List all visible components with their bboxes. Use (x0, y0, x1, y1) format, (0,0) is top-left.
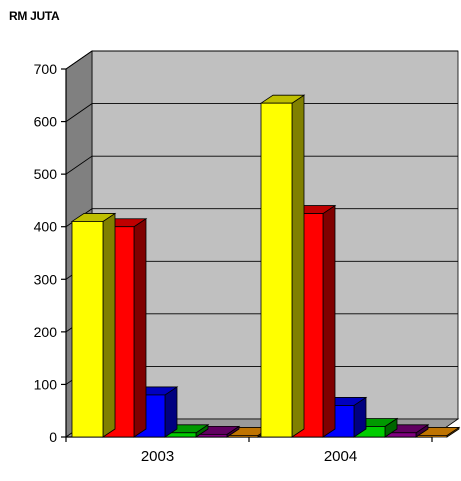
bar-side (322, 204, 336, 438)
y-tick-label: 500 (34, 166, 58, 182)
y-tick-label: 700 (34, 61, 58, 77)
y-tick-label: 400 (34, 219, 58, 235)
bar (195, 433, 228, 438)
y-tick-label: 200 (34, 324, 58, 340)
bar (226, 435, 259, 438)
gridline (65, 155, 458, 175)
bar-side (133, 217, 147, 438)
bar (260, 102, 293, 438)
bar-side (102, 212, 116, 438)
y-tick-label: 100 (34, 376, 58, 392)
gridline (65, 50, 458, 70)
y-tick-label: 300 (34, 271, 58, 287)
y-tick-label: 600 (34, 114, 58, 130)
y-tick-label: 0 (49, 429, 57, 445)
x-tick-label: 2003 (141, 448, 174, 465)
chart-title: RM JUTA (9, 9, 60, 23)
bar (415, 435, 448, 438)
x-tick-label: 2004 (324, 448, 357, 465)
bar-side (164, 386, 178, 438)
bar-side (291, 94, 305, 438)
bar (71, 221, 104, 438)
gridline (65, 103, 458, 122)
